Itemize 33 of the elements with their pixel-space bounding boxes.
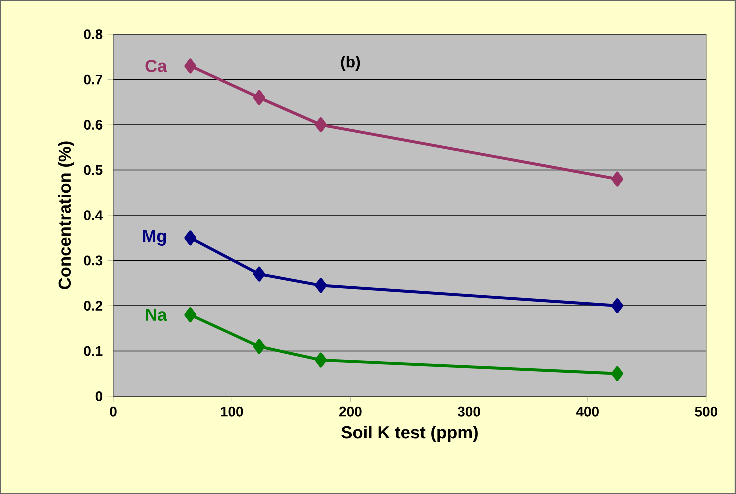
y-tick-label: 0 [96,392,103,402]
y-tick-label: 0.1 [84,346,103,356]
point [315,352,328,368]
point [184,58,197,74]
y-tick-label: 0.7 [84,74,103,85]
y-tick-label: 0.2 [84,301,103,311]
y-tick-label: 0.5 [84,165,103,176]
series-label: Na [146,309,168,322]
point [184,230,197,246]
point [315,278,328,294]
point [612,298,624,314]
x-tick-label: 0 [110,406,117,417]
point [612,366,624,382]
x-axis-title: Soil K test (ppm) [342,426,478,442]
series-label: Ca [146,60,168,72]
y-tick-label: 0.4 [84,210,104,220]
annotation: (b) [341,56,360,71]
point [184,308,197,323]
x-tick-label: 200 [340,406,362,417]
y-tick-label: 0.3 [84,256,103,266]
y-axis-title: Concentration (%) [58,142,75,290]
point [253,339,266,354]
point [253,90,266,106]
series-label: Mg [143,230,166,246]
y-tick-label: 0.6 [84,120,103,130]
x-tick-label: 500 [695,406,718,417]
x-tick-label: 300 [458,406,480,417]
point [315,118,328,132]
point [612,172,624,187]
x-tick-label: 100 [221,406,244,417]
y-tick-label: 0.8 [84,30,103,40]
x-tick-label: 400 [576,406,599,417]
point [253,266,266,282]
